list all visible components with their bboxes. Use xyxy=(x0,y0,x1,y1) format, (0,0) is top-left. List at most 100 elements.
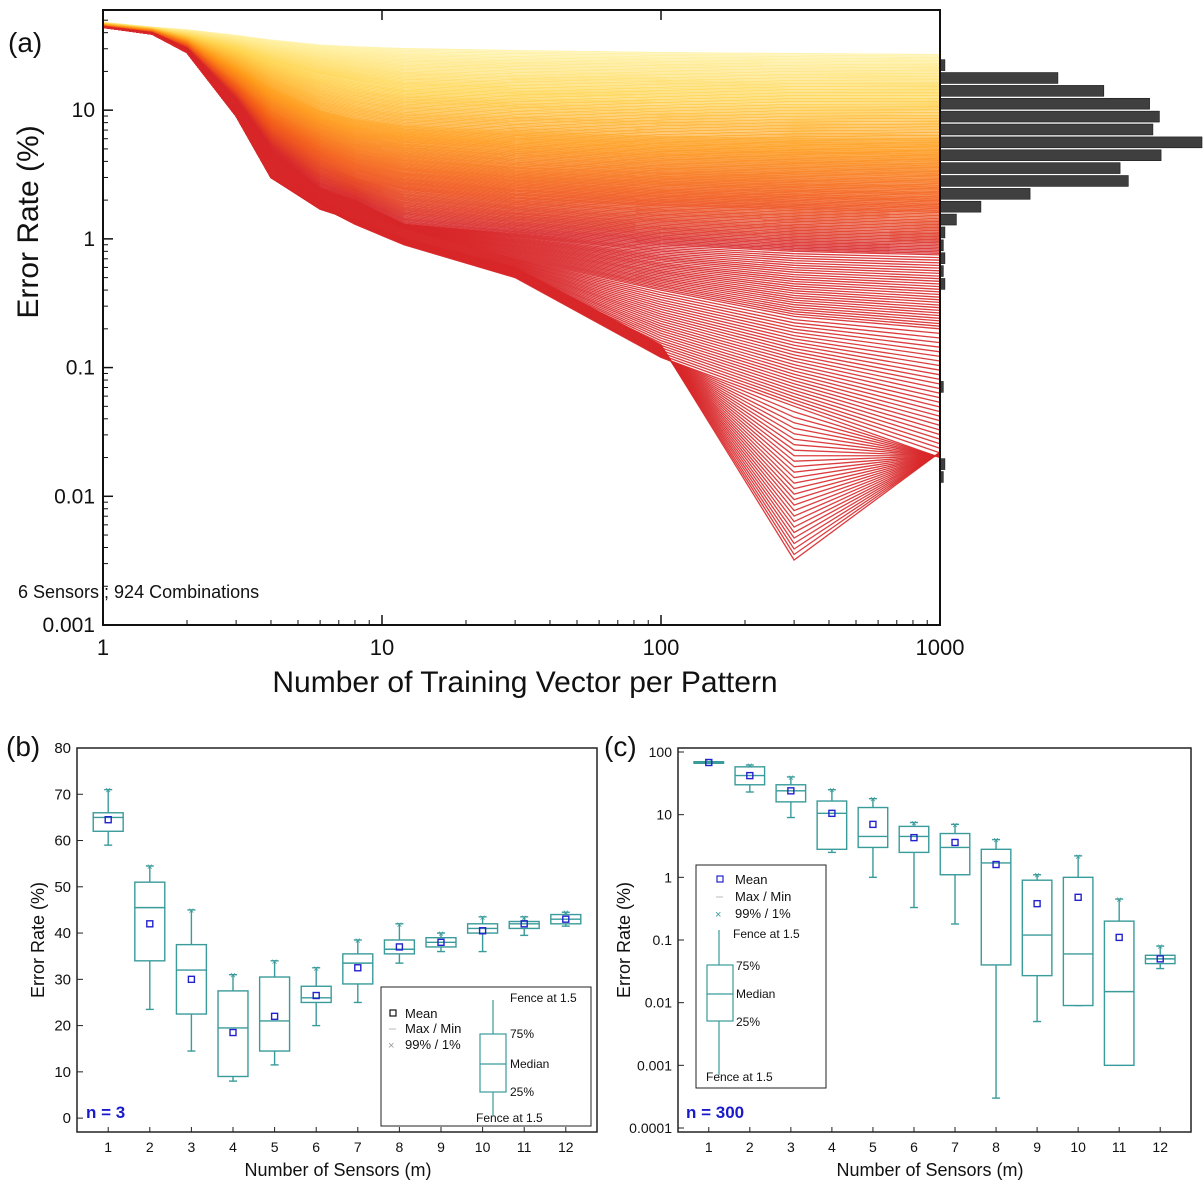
legend-c-pct-marker: × xyxy=(715,909,721,921)
panel-c-pct-marker: × xyxy=(1034,871,1040,882)
panel-b-mean-marker xyxy=(478,927,487,935)
panel-c-pct-marker: × xyxy=(747,761,753,772)
panel-b-mean-marker xyxy=(104,816,112,824)
panel-b-box xyxy=(383,939,416,955)
panel-b-mean-marker xyxy=(437,938,445,947)
panel-b-x-tick-label: 11 xyxy=(517,1139,532,1155)
panel-b-x-tick-label: 9 xyxy=(437,1139,445,1155)
panel-a-x-tick-label: 100 xyxy=(643,635,680,660)
panel-a-histogram-bar xyxy=(939,110,1160,123)
panel-c-pct-marker: × xyxy=(911,818,917,829)
panel-b-y-tick-label: 40 xyxy=(54,925,71,942)
panel-b-xlabel: Number of Sensors (m) xyxy=(244,1160,431,1180)
legend-c-fence-bottom: Fence at 1.5 xyxy=(706,1070,773,1084)
panel-a-frame xyxy=(102,9,941,626)
legend-fence-bottom: Fence at 1.5 xyxy=(476,1111,543,1125)
panel-c-mean-marker xyxy=(705,758,713,767)
panel-b-pct-marker: × xyxy=(438,929,444,940)
panel-b-mean-marker xyxy=(146,920,154,928)
panel-c-mean-marker xyxy=(951,838,959,847)
legend-c-mean-marker xyxy=(716,875,724,883)
panel-b-box xyxy=(300,985,332,1004)
panel-c-mean-marker xyxy=(787,787,795,795)
panel-c-mean-marker xyxy=(910,833,918,842)
panel-b-y-tick-label: 80 xyxy=(54,740,71,757)
panel-a-x-tick-label: 1000 xyxy=(916,635,965,660)
panel-c-mean-marker xyxy=(1074,893,1082,902)
panel-c-x-tick-label: 3 xyxy=(787,1139,795,1155)
legend-75: 75% xyxy=(510,1027,534,1041)
panel-b-x-tick-label: 6 xyxy=(312,1139,320,1155)
panel-c-mean-marker xyxy=(869,820,877,829)
panel-b-mean-marker xyxy=(312,991,320,1000)
panel-c-mean-marker xyxy=(1033,899,1041,908)
panel-c-y-tick-label: 100 xyxy=(649,744,673,760)
panel-a-lines xyxy=(102,21,941,561)
panel-c-y-tick-label: 0.0001 xyxy=(629,1120,672,1136)
panel-b-y-tick-label: 0 xyxy=(63,1110,71,1127)
panel-a-histogram-bar xyxy=(939,188,1031,200)
panel-b-x-tick-label: 12 xyxy=(558,1139,574,1155)
panel-a-ylabel: Error Rate (%) xyxy=(12,125,45,318)
panel-b-pct-marker: × xyxy=(230,971,236,982)
panel-c-x-tick-label: 10 xyxy=(1070,1139,1086,1155)
panel-b-frame xyxy=(76,747,598,1133)
panel-c-x-tick-label: 12 xyxy=(1152,1139,1168,1155)
panel-b-mean-marker xyxy=(229,1028,237,1037)
legend-c-box xyxy=(706,964,734,1022)
panel-c-boxes: × × × × × × × × × × × × xyxy=(693,758,1176,1099)
panel-c-y-tick-label: 0.001 xyxy=(637,1057,672,1073)
panel-c-annotation: n = 300 xyxy=(686,1103,744,1122)
legend-median: Median xyxy=(510,1057,549,1071)
legend-maxmin-text: Max / Min xyxy=(405,1021,461,1036)
panel-b-x-tick-label: 5 xyxy=(271,1139,279,1155)
panel-b-pct-marker: × xyxy=(480,913,486,924)
panel-b-ylabel: Error Rate (%) xyxy=(28,882,48,998)
panel-b-x-tick-label: 10 xyxy=(475,1139,491,1155)
panel-c-mean-marker xyxy=(992,860,1000,869)
panel-b-boxes: × × × × × × × × × × × × xyxy=(92,786,582,1082)
panel-c-x-tick-label: 6 xyxy=(910,1139,918,1155)
panel-b-mean-marker xyxy=(395,943,404,951)
panel-b-x-tick-label: 1 xyxy=(104,1139,112,1155)
panel-b-y-tick-label: 10 xyxy=(54,1064,71,1081)
panel-a-histogram-bar xyxy=(939,123,1154,136)
panel-c-box xyxy=(980,848,1012,966)
panel-b-pct-marker: × xyxy=(105,786,111,797)
panel-b-pct-marker: × xyxy=(147,862,153,873)
panel-a-histogram xyxy=(939,59,1203,483)
panel-b-mean-marker xyxy=(562,915,570,923)
panel-c-y-tick-label: 0.01 xyxy=(645,995,672,1011)
panel-c-mean-marker xyxy=(828,809,836,818)
panel-c-pct-marker: × xyxy=(706,758,712,769)
panel-b-box xyxy=(134,881,166,962)
panel-a-histogram-bar xyxy=(939,175,1129,187)
panel-b-box xyxy=(342,953,374,985)
panel-a-y-tick-label: 0.01 xyxy=(54,485,95,508)
panel-c-x-tick-label: 1 xyxy=(705,1139,713,1155)
panel-c-x-tick-label: 4 xyxy=(828,1139,836,1155)
panel-b-pct-marker: × xyxy=(521,913,527,924)
panel-c: (c) 1 2 3 4 5 6 7 8 9 10 11 120.00010.0010.010.1110… xyxy=(604,731,1192,1180)
panel-b-x-tick-label: 2 xyxy=(146,1139,154,1155)
panel-a-histogram-bar xyxy=(939,85,1105,97)
legend-c-mean-text: Mean xyxy=(735,872,768,887)
panel-c-pct-marker: × xyxy=(952,820,958,831)
panel-b-y-tick-label: 20 xyxy=(54,1018,71,1035)
panel-c-pct-marker: × xyxy=(870,795,876,806)
legend-pct-text: 99% / 1% xyxy=(405,1037,461,1052)
panel-c-pct-marker: × xyxy=(1157,942,1163,953)
legend-c-75: 75% xyxy=(736,959,760,973)
panel-c-x-tick-label: 7 xyxy=(951,1139,959,1155)
panel-a-axes: 1 10 100 1000 0.001 0.01 0.1 1 10 xyxy=(42,9,965,660)
panel-c-pct-marker: × xyxy=(788,773,794,784)
panel-c-label: (c) xyxy=(604,731,637,762)
panel-b-pct-marker: × xyxy=(188,906,194,917)
panel-c-box xyxy=(816,800,848,851)
panel-b-pct-marker: × xyxy=(313,964,319,975)
panel-b-x-tick-label: 8 xyxy=(396,1139,404,1155)
panel-a-xlabel: Number of Training Vector per Pattern xyxy=(272,666,777,699)
panel-c-mean-marker xyxy=(1156,955,1164,963)
legend-c-pct-text: 99% / 1% xyxy=(735,906,791,921)
